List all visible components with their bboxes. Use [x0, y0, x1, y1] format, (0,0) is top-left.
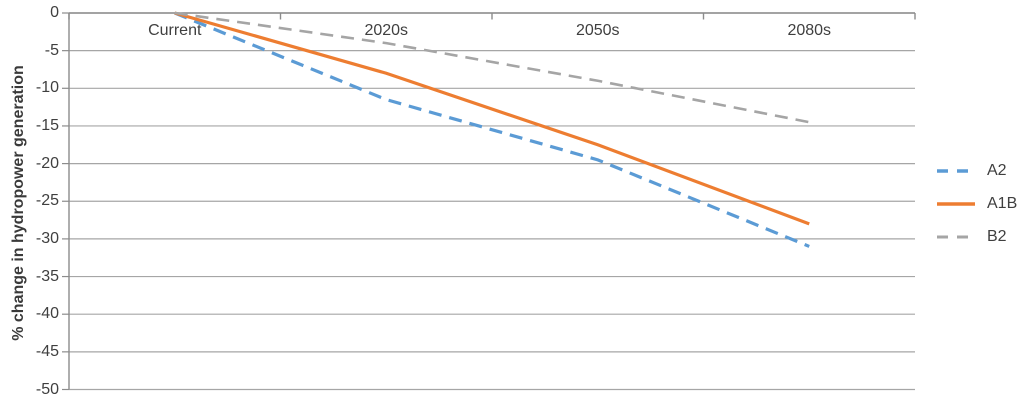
- y-tick-label: -5: [44, 41, 59, 59]
- y-tick-label: -35: [35, 267, 59, 285]
- x-category-label: 2050s: [575, 22, 620, 39]
- y-tick-label: -30: [35, 229, 59, 247]
- x-category-label: 2020s: [364, 22, 409, 39]
- legend-swatch-A1B: [937, 202, 975, 206]
- y-tick-label: -10: [35, 79, 59, 97]
- y-tick-label: -25: [35, 192, 59, 210]
- legend-label: B2: [987, 228, 1007, 245]
- y-tick-label: -20: [35, 154, 59, 172]
- y-tick-label: -45: [35, 342, 59, 360]
- legend-item-A1B: A1B: [936, 194, 1017, 214]
- legend-swatch-B2: [937, 235, 975, 239]
- y-tick-label: -40: [35, 305, 59, 323]
- legend-label: A1B: [987, 195, 1018, 212]
- legend-label: A2: [987, 162, 1007, 179]
- y-tick-label: -50: [35, 380, 59, 398]
- series-line-A2: [174, 11, 810, 248]
- series-line-A1B: [174, 11, 810, 226]
- x-category-label: 2080s: [787, 22, 832, 39]
- y-tick-label: -15: [35, 116, 59, 134]
- series-line-B2: [174, 11, 810, 124]
- y-tick-label: 0: [50, 4, 59, 21]
- x-category-label: Current: [148, 22, 202, 39]
- legend-swatch-A2: [937, 169, 975, 173]
- legend-item-B2: B2: [936, 227, 1007, 247]
- legend-item-A2: A2: [936, 161, 1007, 181]
